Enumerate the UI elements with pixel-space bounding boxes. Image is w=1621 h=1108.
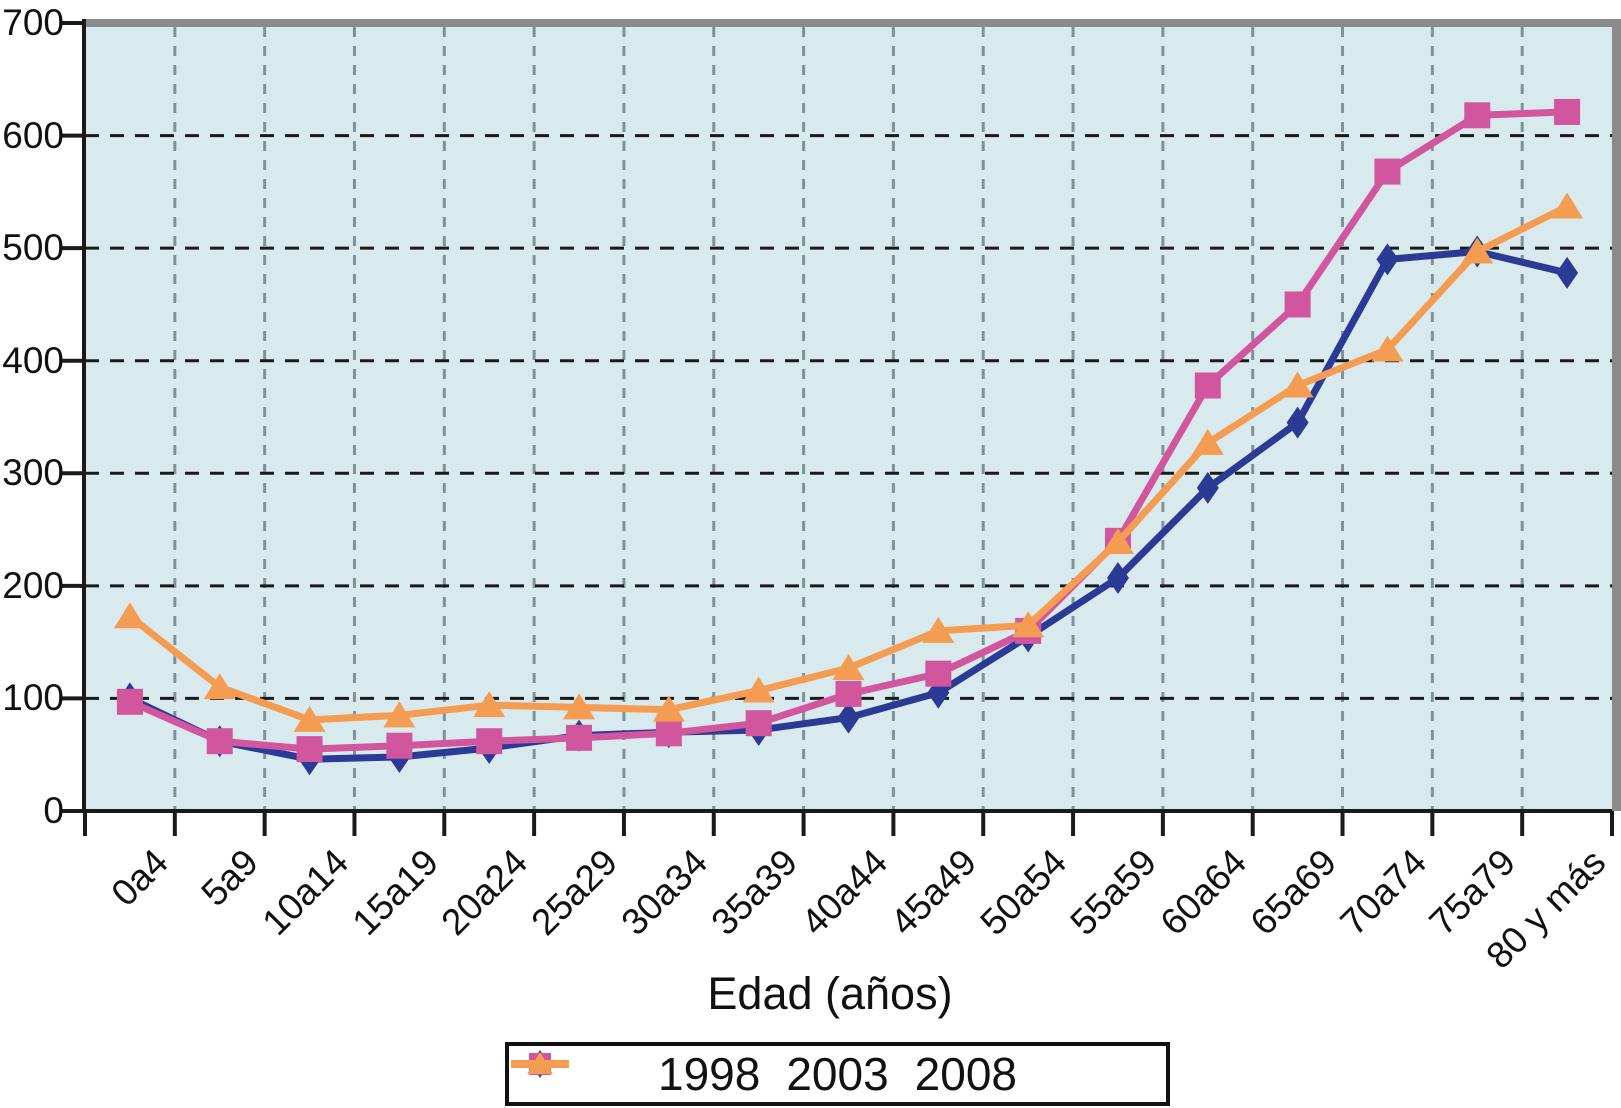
y-tick-label: 700 bbox=[2, 2, 64, 43]
legend-item-2003: 2003 bbox=[511, 1048, 889, 1100]
series-2003-marker bbox=[1194, 372, 1221, 399]
series-2008-marker bbox=[1461, 237, 1494, 264]
series-2008-marker bbox=[652, 695, 685, 722]
y-tick-label: 500 bbox=[2, 227, 64, 269]
series-2008-marker bbox=[1191, 428, 1224, 455]
series-1998-marker bbox=[1376, 243, 1399, 276]
series-2003-marker bbox=[1374, 158, 1401, 185]
y-tick-label: 200 bbox=[2, 564, 64, 606]
series-2003-marker bbox=[745, 710, 772, 737]
plot-right-border bbox=[1612, 19, 1621, 811]
y-tick-label: 300 bbox=[2, 452, 64, 494]
x-axis-title: Edad (años) bbox=[707, 968, 953, 1019]
series-2008-marker bbox=[113, 602, 146, 629]
series-2008-marker bbox=[1551, 192, 1584, 219]
series-2003-marker bbox=[206, 728, 233, 755]
legend-label: 2003 bbox=[786, 1048, 889, 1100]
series-2008-marker bbox=[293, 705, 326, 732]
series-2003-marker bbox=[116, 688, 143, 715]
series-2008-marker bbox=[832, 654, 865, 681]
legend-label: 2008 bbox=[914, 1048, 1018, 1100]
plot-top-border bbox=[82, 19, 1621, 27]
legend: 1998 2003 2008 bbox=[505, 1042, 1170, 1106]
series-1998-marker bbox=[1106, 561, 1129, 594]
series-2008-marker bbox=[1371, 335, 1404, 362]
series-1998-marker bbox=[837, 701, 860, 734]
series-2008-marker bbox=[473, 691, 506, 718]
series-1998-marker bbox=[1556, 256, 1579, 289]
y-tick-label: 100 bbox=[2, 677, 64, 719]
y-tick-label: 400 bbox=[2, 339, 64, 381]
series-2008-marker bbox=[922, 616, 955, 643]
y-tick-label: 0 bbox=[43, 790, 64, 831]
series-2008-marker bbox=[1281, 371, 1314, 398]
series-1998-marker bbox=[1286, 406, 1309, 439]
series-2003-marker bbox=[566, 724, 593, 751]
legend-triangle-icon bbox=[527, 1052, 553, 1074]
series-2003-marker bbox=[1464, 102, 1491, 129]
series-2003-marker bbox=[1554, 98, 1581, 125]
series-2008-marker bbox=[1101, 527, 1134, 554]
legend-label: 1998 bbox=[657, 1048, 761, 1100]
series-2003-marker bbox=[476, 728, 503, 755]
series-2008-marker bbox=[203, 673, 236, 700]
legend-triangle-swatch bbox=[511, 1052, 569, 1074]
series-2008-marker bbox=[563, 693, 596, 720]
series-2003-marker bbox=[386, 732, 413, 759]
legend-item-1998: 1998 bbox=[511, 1048, 761, 1100]
series-1998-marker bbox=[1196, 471, 1219, 504]
series-2003-marker bbox=[1284, 291, 1311, 318]
series-2003-marker bbox=[835, 680, 862, 707]
series-2008-marker bbox=[742, 676, 775, 703]
series-2003-marker bbox=[296, 736, 323, 763]
series-2003-marker bbox=[925, 660, 952, 687]
series-2003-marker bbox=[655, 720, 682, 747]
y-tick-label: 600 bbox=[2, 114, 64, 156]
series-2008-marker bbox=[383, 701, 416, 728]
series-2008-marker bbox=[1012, 611, 1045, 638]
legend-item-2008: 2008 bbox=[511, 1048, 1018, 1100]
